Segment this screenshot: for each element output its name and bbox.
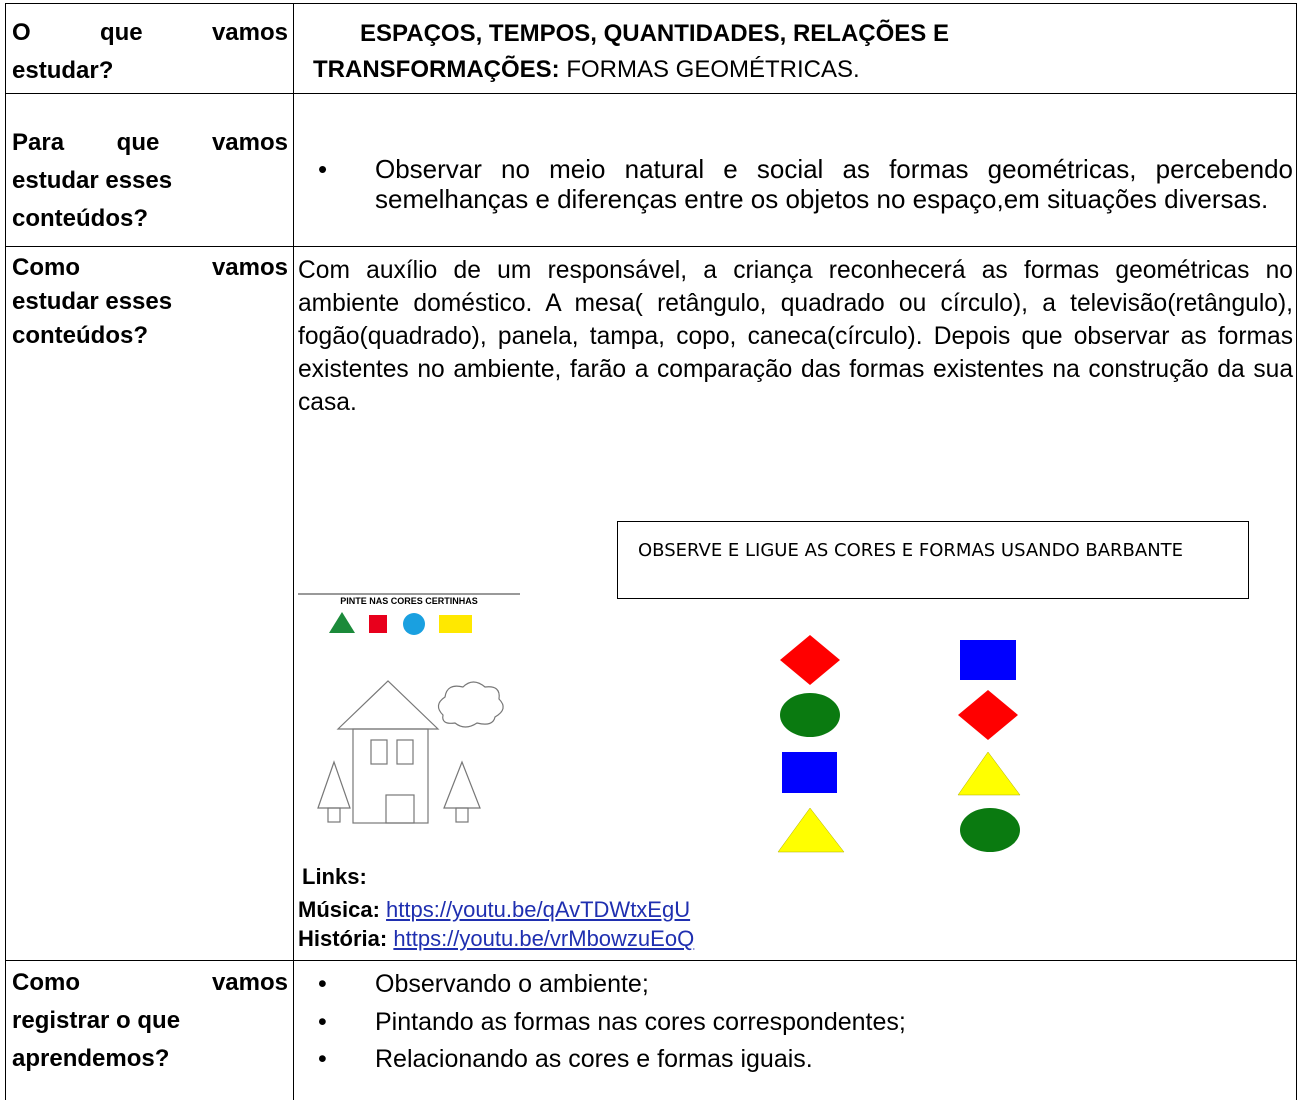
links-heading: Links:: [302, 864, 367, 889]
question: Para que vamos estudar esses conteúdos?: [12, 124, 288, 238]
question-line: Como vamos: [12, 254, 288, 281]
instruction-box: OBSERVE E LIGUE AS CORES E FORMAS USANDO…: [617, 521, 1249, 599]
link-label: História:: [298, 926, 388, 951]
border: [5, 93, 1297, 94]
link-row: História: https://youtu.be/vrMbowzuEoQ: [298, 924, 694, 953]
border: [5, 3, 6, 1100]
worksheet-image: PINTE NAS CORES CERTINHAS: [298, 593, 520, 824]
bullet-list: Observando o ambiente;Pintando as formas…: [298, 966, 1288, 1079]
answer-bold: ESPAÇOS, TEMPOS, QUANTIDADES, RELAÇÕES E…: [313, 20, 949, 83]
bullet: Pintando as formas nas cores corresponde…: [298, 1004, 1288, 1042]
link-label: Música:: [298, 897, 380, 922]
question-line: aprendemos?: [12, 1045, 170, 1072]
question: O que vamos estudar?: [12, 14, 288, 90]
question-line: O que vamos: [12, 19, 288, 46]
bullet: Relacionando as cores e formas iguais.: [298, 1041, 1288, 1079]
border: [1296, 3, 1297, 1100]
links: Música: https://youtu.be/qAvTDWtxEgU Hist…: [298, 895, 694, 953]
question-line: estudar esses: [12, 167, 173, 194]
question-line: registrar o que: [12, 1007, 181, 1034]
question-line: conteúdos?: [12, 322, 148, 349]
answer-text: FORMAS GEOMÉTRICAS.: [566, 56, 860, 83]
question-line: conteúdos?: [12, 205, 148, 232]
paragraph: Com auxílio de um responsável, a criança…: [298, 257, 1293, 416]
bullet: Observar no meio natural e social as for…: [298, 154, 1293, 214]
shapes-image: [777, 635, 1021, 853]
bullet: Observando o ambiente;: [298, 966, 1288, 1004]
answer: ESPAÇOS, TEMPOS, QUANTIDADES, RELAÇÕES E…: [313, 16, 1113, 88]
question-line: Como vamos: [12, 969, 288, 996]
border: [5, 960, 1297, 961]
question-line: Para que vamos: [12, 129, 288, 156]
link-row: Música: https://youtu.be/qAvTDWtxEgU: [298, 895, 694, 924]
question-line: estudar esses: [12, 288, 173, 315]
border: [293, 3, 294, 1100]
question-line: estudar?: [12, 57, 114, 84]
link[interactable]: https://youtu.be/qAvTDWtxEgU: [386, 897, 691, 922]
border: [5, 246, 1297, 247]
worksheet-title: PINTE NAS CORES CERTINHAS: [340, 596, 478, 606]
question: Como vamos estudar esses conteúdos?: [12, 251, 288, 353]
border: [5, 3, 1297, 4]
link[interactable]: https://youtu.be/vrMbowzuEoQ: [393, 926, 695, 951]
question: Como vamos registrar o que aprendemos?: [12, 964, 288, 1078]
